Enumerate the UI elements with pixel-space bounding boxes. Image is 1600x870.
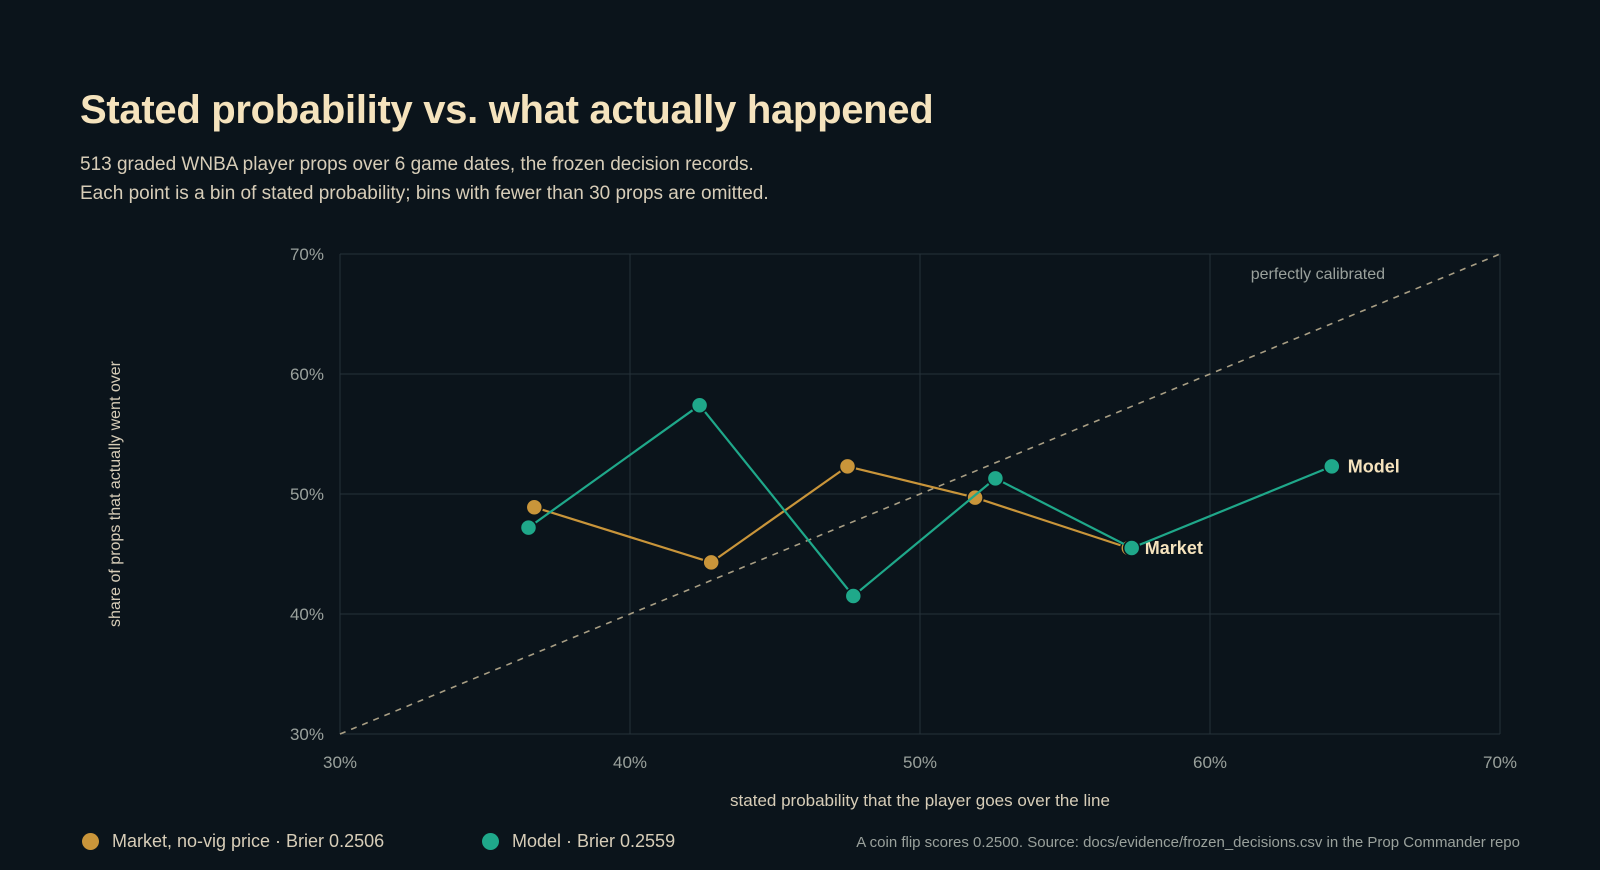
x-tick-label: 40% <box>613 753 647 772</box>
data-point-market <box>838 457 857 476</box>
data-point-model <box>986 469 1005 488</box>
axis-labels-layer: 30% 40% 50% 60% 70% 30% 40% 50% 60% 70% stated pro… <box>107 245 1517 810</box>
x-tick-label: 50% <box>903 753 937 772</box>
x-tick-label: 60% <box>1193 753 1227 772</box>
legend-label-market: Market, no-vig price · Brier 0.2506 <box>112 831 385 851</box>
legend-item-model: Model · Brier 0.2559 <box>482 831 675 852</box>
series-line-market <box>533 465 1130 564</box>
subtitle-line-1: 513 graded WNBA player props over 6 game… <box>80 154 754 175</box>
reference-layer: perfectly calibrated <box>339 253 1501 735</box>
subtitle-line-2: Each point is a bin of stated probabilit… <box>80 183 769 204</box>
series-layer: Market Model <box>519 396 1400 605</box>
data-point-model <box>1323 457 1341 476</box>
y-tick-label: 60% <box>290 365 324 384</box>
legend-label-model: Model · Brier 0.2559 <box>512 831 676 851</box>
data-point-model <box>844 587 863 605</box>
chart-subtitle: 513 graded WNBA player props over 6 game… <box>80 150 769 208</box>
series-end-label-market: Market <box>1145 538 1203 558</box>
data-point-model <box>519 518 538 537</box>
y-tick-label: 70% <box>290 245 324 264</box>
legend-swatch-market <box>82 833 99 850</box>
calibration-chart: 30% 40% 50% 60% 70% 30% 40% 50% 60% 70% stated pro… <box>107 245 1517 810</box>
series-end-label-model: Model <box>1348 456 1400 476</box>
legend-item-market: Market, no-vig price · Brier 0.2506 <box>82 831 384 852</box>
series-line-model <box>527 404 1333 598</box>
y-tick-label: 30% <box>290 725 324 744</box>
perfectly-calibrated-line <box>339 253 1501 735</box>
y-tick-label: 40% <box>290 605 324 624</box>
y-axis-label: share of props that actually went over <box>107 360 124 627</box>
source-note: A coin flip scores 0.2500. Source: docs/… <box>856 834 1520 851</box>
data-point-market <box>525 498 544 516</box>
data-point-model <box>690 396 709 414</box>
data-point-market <box>966 488 984 507</box>
x-tick-label: 70% <box>1483 753 1517 772</box>
x-axis-label: stated probability that the player goes … <box>730 791 1110 810</box>
y-tick-label: 50% <box>290 485 324 504</box>
data-point-model <box>1122 539 1141 557</box>
reference-line-label: perfectly calibrated <box>1251 266 1385 283</box>
x-tick-label: 30% <box>323 753 357 772</box>
data-point-market <box>702 553 720 572</box>
chart-title: Stated probability vs. what actually hap… <box>80 88 934 132</box>
legend-swatch-model <box>482 833 499 850</box>
